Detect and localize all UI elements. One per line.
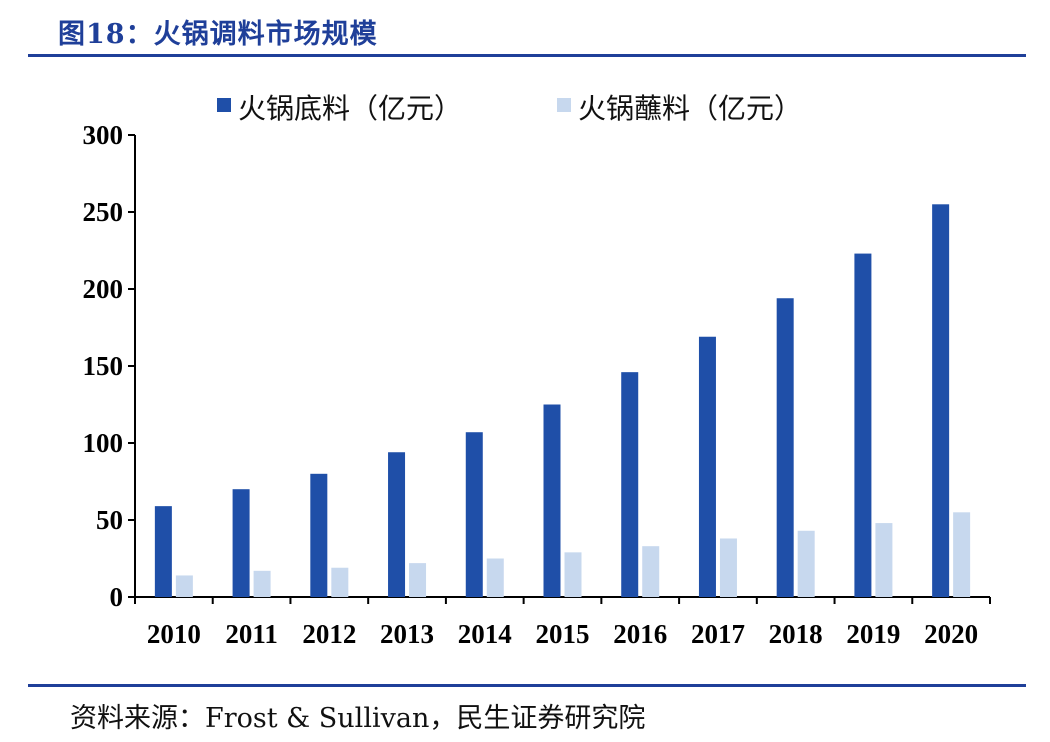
bar-base-2014 [465,432,483,597]
x-tick-label: 2016 [613,619,667,649]
source-note: 资料来源：Frost & Sullivan，民生证券研究院 [70,703,646,734]
x-tick-label: 2014 [458,619,512,649]
bar-base-2019 [854,253,872,597]
bar-dip-2016 [642,546,660,597]
bar-dip-2011 [253,570,271,597]
bar-base-2013 [388,452,406,597]
legend-label-dip: 火锅蘸料（亿元） [578,92,802,125]
bar-dip-2017 [719,538,737,597]
bar-dip-2018 [797,530,815,597]
y-tick-label: 100 [83,428,124,458]
bar-dip-2012 [331,567,349,597]
bar-base-2012 [310,473,328,597]
legend-swatch-base [217,98,231,112]
bar-dip-2013 [409,563,427,597]
bar-dip-2015 [564,552,582,597]
bottom-rule [28,684,1026,687]
x-tick-label: 2013 [380,619,434,649]
bar-dip-2019 [875,523,893,597]
bar-base-2018 [776,298,794,597]
y-tick-label: 0 [110,582,124,612]
bar-base-2011 [232,489,250,597]
bar-base-2016 [621,372,639,597]
figure-title: 图18：火锅调料市场规模 [58,19,378,50]
bar-dip-2020 [953,512,971,597]
x-tick-label: 2010 [147,619,201,649]
y-tick-label: 300 [83,120,124,150]
x-tick-label: 2012 [302,619,356,649]
bar-dip-2014 [486,558,504,597]
y-tick-label: 250 [83,197,124,227]
bar-base-2015 [543,404,561,597]
bar-base-2010 [154,506,172,597]
x-tick-label: 2020 [924,619,978,649]
axes: 0 50 100 150 200 250 300 2010 2011 2012 2013 2014 20… [83,120,991,649]
legend-label-base: 火锅底料（亿元） [238,92,462,125]
bar-dip-2010 [175,575,193,597]
legend: 火锅底料（亿元） 火锅蘸料（亿元） [217,92,802,125]
bar-base-2017 [698,336,716,597]
x-tick-label: 2018 [769,619,823,649]
top-rule [28,54,1026,57]
x-tick-label: 2011 [225,619,278,649]
x-tick-label: 2017 [691,619,745,649]
y-tick-label: 50 [96,505,123,535]
bars [154,204,971,598]
y-tick-label: 150 [83,351,124,381]
y-tick-label: 200 [83,274,124,304]
legend-swatch-dip [557,98,571,112]
x-tick-label: 2015 [536,619,590,649]
bar-base-2020 [932,204,950,598]
x-tick-label: 2019 [846,619,900,649]
